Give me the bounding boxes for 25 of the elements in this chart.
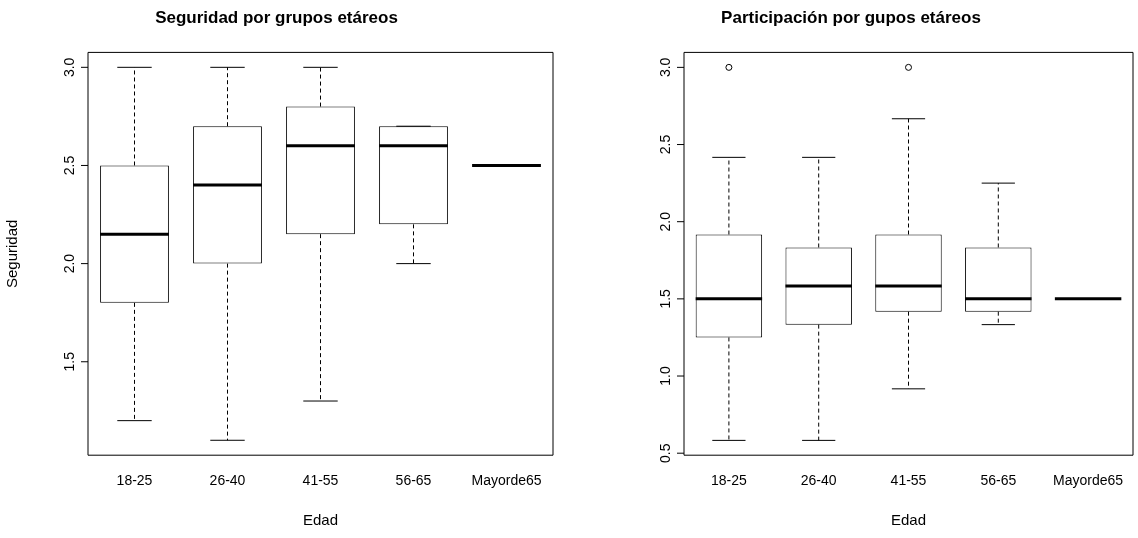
x-tick-label: 18-25 <box>710 472 748 489</box>
x-axis-title: Edad <box>890 511 927 529</box>
chart-title: Seguridad por grupos etáreos <box>155 7 398 27</box>
y-tick-label: 2.0 <box>60 253 77 274</box>
y-tick-label: 3.0 <box>60 57 77 78</box>
x-axis-title: Edad <box>302 511 339 529</box>
x-tick-label: 26-40 <box>800 472 837 489</box>
y-axis-title: Seguridad <box>3 219 21 288</box>
y-tick-label: 2.5 <box>60 155 77 176</box>
x-tick-label: 41-55 <box>890 472 927 489</box>
x-tick-label: 18-25 <box>116 472 153 489</box>
y-tick-label: 0.5 <box>656 443 673 463</box>
y-tick-label: 2.0 <box>656 211 673 232</box>
y-tick-label: 2.5 <box>656 134 673 155</box>
chart-title: Participación por gupos etáreos <box>721 7 981 27</box>
y-tick-label: 3.0 <box>656 57 673 78</box>
y-tick-label: 1.0 <box>656 366 673 386</box>
x-tick-label: 26-40 <box>209 472 246 489</box>
x-tick-label: 56-65 <box>395 472 432 489</box>
x-tick-label: Mayorde65 <box>1053 472 1124 489</box>
x-tick-label: Mayorde65 <box>471 472 542 489</box>
y-tick-label: 1.5 <box>60 351 77 372</box>
x-tick-label: 41-55 <box>302 472 339 489</box>
x-tick-label: 56-65 <box>980 472 1017 489</box>
y-tick-label: 1.5 <box>656 288 673 309</box>
